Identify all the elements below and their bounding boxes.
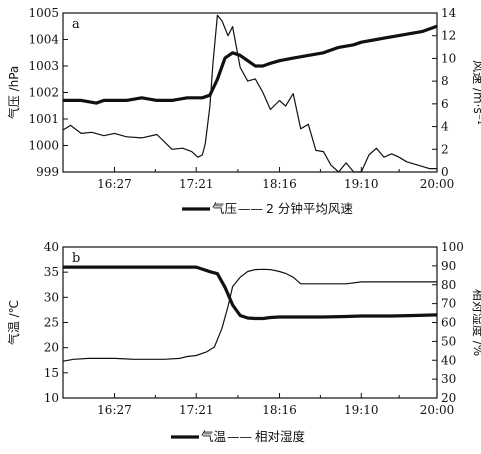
legend-label-1: 气温 bbox=[201, 429, 227, 444]
left-tick-label: 10 bbox=[44, 391, 59, 405]
right-tick-label: 80 bbox=[441, 278, 456, 292]
right-axis-label: 相对湿度 /% bbox=[471, 289, 481, 356]
left-tick-label: 20 bbox=[44, 341, 59, 355]
legend-label-1: 气压 bbox=[212, 201, 237, 216]
left-tick-label: 25 bbox=[44, 316, 59, 330]
left-tick-label: 1003 bbox=[28, 59, 59, 73]
right-tick-label: 8 bbox=[441, 74, 449, 88]
series-line-1 bbox=[63, 24, 438, 105]
x-tick-label: 20:00 bbox=[420, 177, 455, 191]
legend-label-2: 2 分钟平均风速 bbox=[266, 201, 353, 216]
panel-label: b bbox=[72, 251, 80, 266]
left-tick-label: 1004 bbox=[28, 33, 59, 47]
chart-panel-a: a 999 1000 1001 1002 1003 1004 1005 0 2 4 6 8 10 12 14 1… bbox=[6, 6, 481, 216]
left-tick-label: 1001 bbox=[28, 112, 59, 126]
right-tick-label: 40 bbox=[441, 353, 456, 367]
x-tick-label: 16:27 bbox=[97, 403, 132, 417]
right-tick-label: 14 bbox=[441, 6, 457, 20]
x-tick-label: 20:00 bbox=[420, 403, 455, 417]
legend-separator: —— bbox=[227, 429, 252, 444]
x-tick-label: 19:10 bbox=[344, 177, 379, 191]
left-tick-label: 30 bbox=[44, 290, 59, 304]
plot-frame bbox=[62, 246, 438, 399]
right-tick-label: 100 bbox=[441, 240, 464, 254]
right-tick-label: 30 bbox=[441, 372, 456, 386]
right-tick-label: 12 bbox=[441, 29, 456, 43]
x-tick-label: 17:21 bbox=[179, 177, 214, 191]
chart-panel-b: b 10 15 20 25 30 35 40 20 30 40 50 60 70 80 90 100 16:27 1… bbox=[6, 240, 481, 444]
right-tick-label: 20 bbox=[441, 391, 456, 405]
left-axis-label: 气压 /hPa bbox=[6, 66, 21, 120]
left-tick-label: 1000 bbox=[28, 139, 59, 153]
panel-label: a bbox=[72, 17, 80, 32]
series-line-2 bbox=[62, 14, 437, 173]
left-tick-label: 15 bbox=[44, 366, 59, 380]
right-axis-label: 风速 /m·s⁻¹ bbox=[471, 60, 481, 125]
right-tick-label: 90 bbox=[441, 259, 456, 273]
x-tick-label: 16:27 bbox=[97, 177, 132, 191]
legend: 气压 —— 2 分钟平均风速 bbox=[182, 201, 353, 216]
series-line-2 bbox=[62, 268, 437, 362]
right-tick-label: 60 bbox=[441, 316, 456, 330]
right-tick-label: 10 bbox=[441, 51, 456, 65]
left-tick-label: 1005 bbox=[28, 6, 59, 20]
left-tick-label: 40 bbox=[44, 240, 59, 254]
right-tick-label: 0 bbox=[441, 165, 449, 179]
x-tick-label: 17:21 bbox=[179, 403, 214, 417]
right-tick-label: 70 bbox=[441, 297, 456, 311]
right-tick-label: 4 bbox=[441, 120, 449, 134]
right-tick-label: 50 bbox=[441, 334, 456, 348]
left-tick-label: 999 bbox=[36, 165, 59, 179]
plot-frame bbox=[62, 12, 438, 173]
legend-separator: —— bbox=[238, 201, 263, 216]
left-axis-label: 气温 /℃ bbox=[6, 300, 21, 345]
x-tick-label: 19:10 bbox=[344, 403, 379, 417]
right-tick-label: 6 bbox=[441, 97, 449, 111]
left-tick-label: 35 bbox=[44, 265, 59, 279]
x-tick-label: 18:16 bbox=[262, 177, 297, 191]
x-tick-label: 18:16 bbox=[262, 403, 297, 417]
legend: 气温 —— 相对湿度 bbox=[171, 429, 306, 444]
right-tick-label: 2 bbox=[441, 142, 449, 156]
legend-label-2: 相对湿度 bbox=[255, 429, 306, 444]
left-tick-label: 1002 bbox=[28, 86, 59, 100]
series-line-1 bbox=[63, 265, 438, 321]
